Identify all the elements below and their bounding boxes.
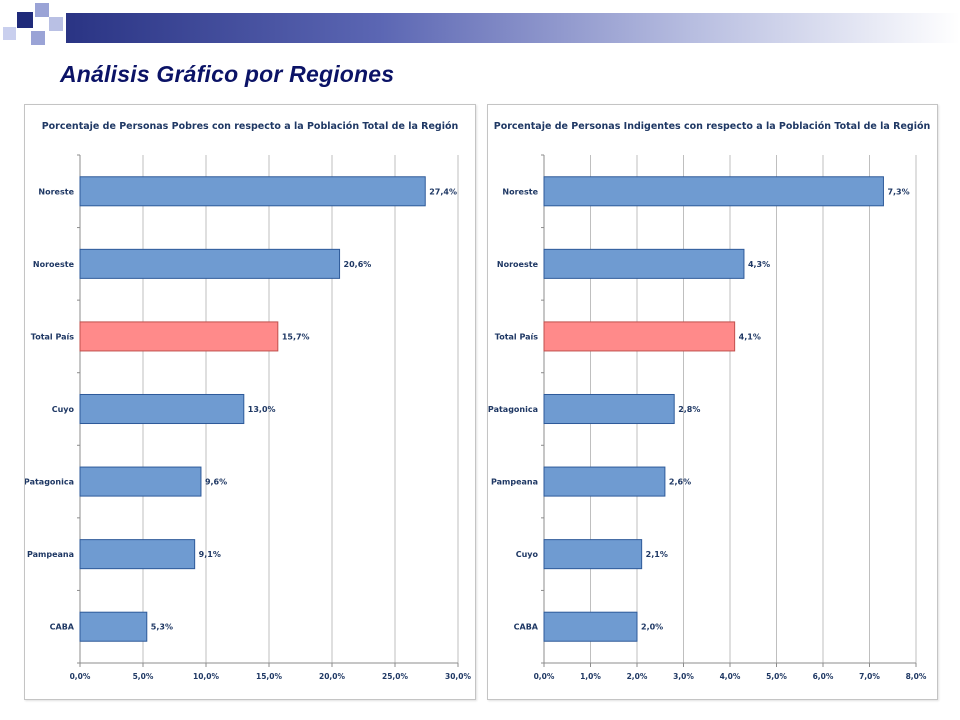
bar-cuyo xyxy=(543,539,643,570)
bar-value-label: 4,3% xyxy=(748,260,770,269)
bar-patagonica xyxy=(543,393,675,425)
x-tick-label: 5,0% xyxy=(766,672,787,681)
bar-noreste xyxy=(543,176,884,207)
deco-square-dark xyxy=(17,12,33,28)
chart-title: Porcentaje de Personas Pobres con respec… xyxy=(42,121,459,132)
bar-total-pa-s xyxy=(543,321,736,352)
bar-value-label: 15,7% xyxy=(282,332,310,341)
bar-value-label: 4,1% xyxy=(739,332,761,341)
x-tick-label: 5,0% xyxy=(133,672,154,681)
bar-value-label: 2,1% xyxy=(646,550,668,559)
bar-pampeana xyxy=(543,466,666,497)
bar-cuyo xyxy=(79,393,245,425)
x-tick-label: 25,0% xyxy=(382,672,409,681)
bar-value-label: 5,3% xyxy=(151,623,173,632)
bar-patagonica xyxy=(79,466,202,497)
category-label: Total País xyxy=(495,332,538,341)
category-label: Patagonica xyxy=(25,478,74,487)
chart-title: Porcentaje de Personas Indigentes con re… xyxy=(494,121,931,132)
bar-noroeste xyxy=(79,248,341,279)
bar-value-label: 7,3% xyxy=(887,187,909,196)
category-label: Cuyo xyxy=(52,405,75,414)
bar-value-label: 13,0% xyxy=(248,405,276,414)
x-tick-label: 10,0% xyxy=(193,672,220,681)
bar-value-label: 2,8% xyxy=(678,405,700,414)
bar-value-label: 2,0% xyxy=(641,623,663,632)
deco-square-light xyxy=(3,27,16,40)
x-tick-label: 3,0% xyxy=(673,672,694,681)
bar-value-label: 20,6% xyxy=(344,260,372,269)
bar-value-label: 9,1% xyxy=(199,550,221,559)
deco-square-light xyxy=(31,31,45,45)
category-label: Noroeste xyxy=(497,260,539,269)
bar-value-label: 9,6% xyxy=(205,478,227,487)
bar-caba xyxy=(79,611,148,642)
bar-noreste xyxy=(79,176,426,207)
category-label: Patagonica xyxy=(488,405,538,414)
category-label: Total País xyxy=(31,332,74,341)
bar-value-label: 2,6% xyxy=(669,478,691,487)
chart-indigentes-svg: Porcentaje de Personas Indigentes con re… xyxy=(488,121,931,681)
bar-noroeste xyxy=(543,248,745,279)
bar-value-label: 27,4% xyxy=(429,187,457,196)
category-label: Noreste xyxy=(38,187,74,196)
x-tick-label: 15,0% xyxy=(256,672,283,681)
category-label: Cuyo xyxy=(516,550,539,559)
slide-title: Análisis Gráfico por Regiones xyxy=(60,61,395,87)
chart-panel-indigentes: Porcentaje de Personas Indigentes con re… xyxy=(487,104,938,700)
category-label: Pampeana xyxy=(27,550,74,559)
bar-total-pa-s xyxy=(79,321,279,352)
category-label: Noreste xyxy=(502,187,538,196)
category-label: Pampeana xyxy=(491,478,538,487)
x-tick-label: 8,0% xyxy=(906,672,927,681)
deco-square-light xyxy=(35,3,49,17)
category-label: CABA xyxy=(50,623,75,632)
chart-pobres-svg: Porcentaje de Personas Pobres con respec… xyxy=(25,121,472,681)
x-tick-label: 30,0% xyxy=(445,672,472,681)
category-label: Noroeste xyxy=(33,260,75,269)
x-tick-label: 1,0% xyxy=(580,672,601,681)
bar-pampeana xyxy=(79,539,196,570)
x-tick-label: 0,0% xyxy=(70,672,91,681)
category-label: CABA xyxy=(514,623,539,632)
x-tick-label: 4,0% xyxy=(720,672,741,681)
chart-panel-pobres: Porcentaje de Personas Pobres con respec… xyxy=(24,104,476,700)
header-gradient-bar xyxy=(66,13,960,43)
bar-caba xyxy=(543,611,638,642)
x-tick-label: 20,0% xyxy=(319,672,346,681)
x-tick-label: 2,0% xyxy=(627,672,648,681)
x-tick-label: 6,0% xyxy=(813,672,834,681)
x-tick-label: 0,0% xyxy=(534,672,555,681)
x-tick-label: 7,0% xyxy=(859,672,880,681)
deco-square-light xyxy=(49,17,63,31)
